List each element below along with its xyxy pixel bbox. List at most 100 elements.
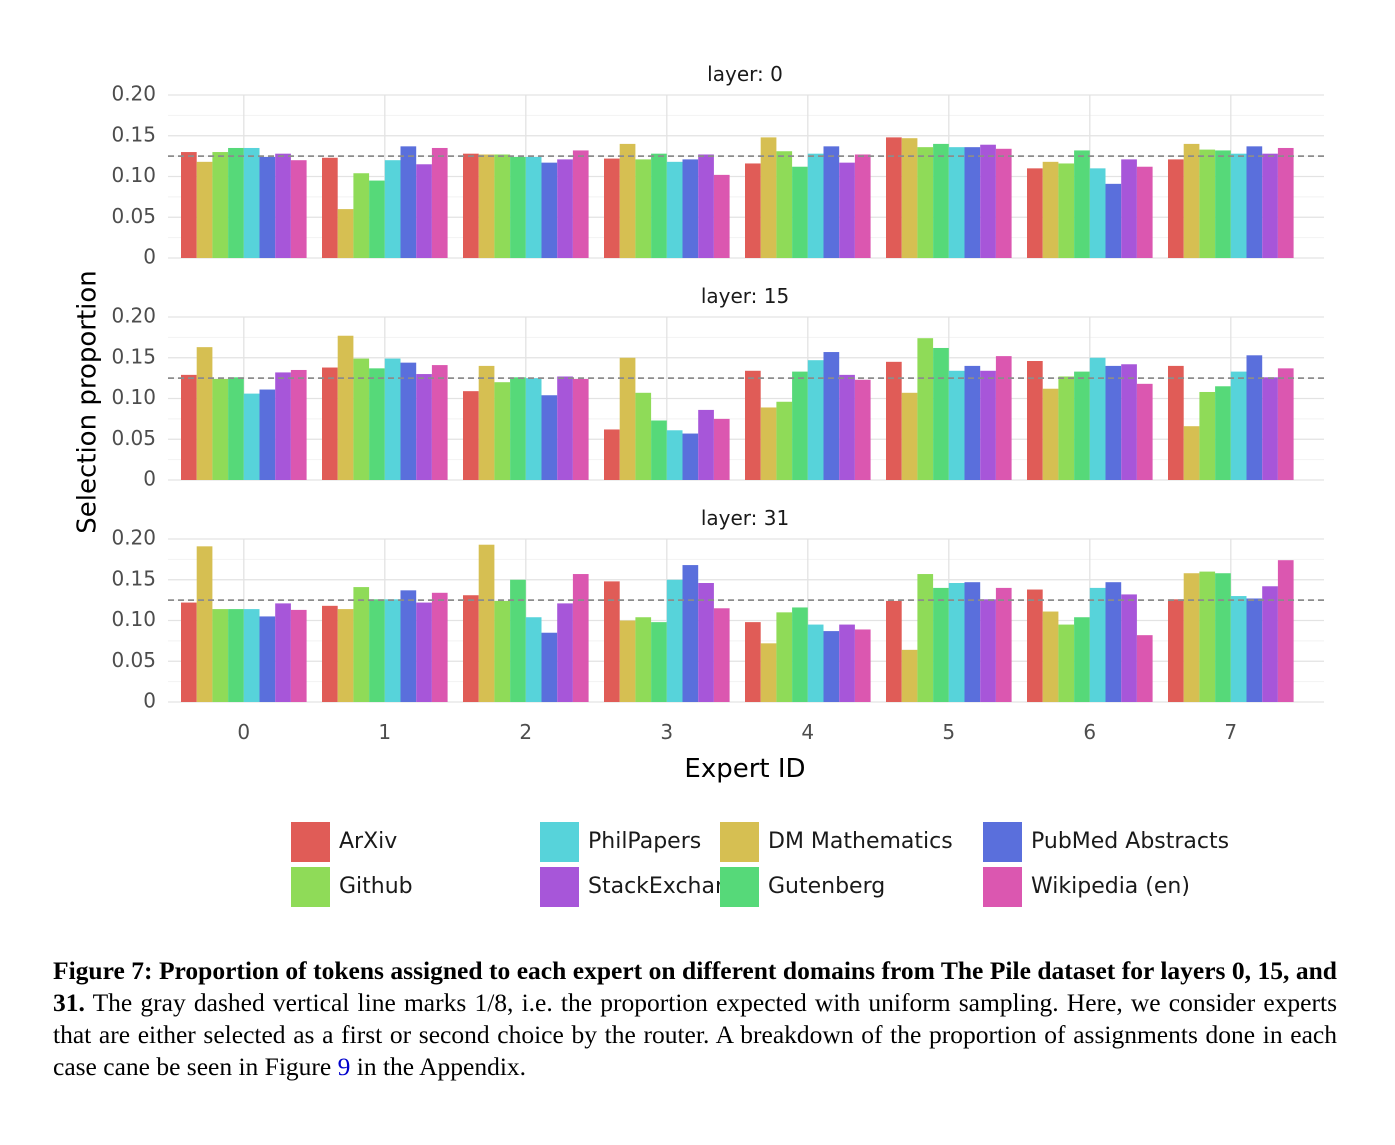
bar-wikipedia-en-expert-1 bbox=[431, 365, 448, 480]
bar-arxiv-expert-0 bbox=[181, 152, 197, 258]
panel-layer-0: 0 0.05 0.10 0.15 0.20 layer: 0 bbox=[111, 62, 1324, 269]
bar-gutenberg-expert-5 bbox=[933, 143, 949, 258]
caption-text-3: in the Appendix. bbox=[350, 1052, 527, 1081]
bar-gutenberg-expert-2 bbox=[510, 377, 526, 480]
legend-item: DM Mathematics bbox=[720, 822, 953, 862]
x-axis-ticks: 0 1 2 3 4 5 6 7 bbox=[237, 720, 1237, 744]
bar-gutenberg-expert-3 bbox=[651, 622, 667, 702]
bar-arxiv-expert-4 bbox=[745, 370, 761, 480]
legend-swatch bbox=[540, 822, 579, 862]
bar-pubmed-abstracts-expert-1 bbox=[400, 362, 417, 480]
bar-dm-mathematics-expert-7 bbox=[1183, 143, 1200, 258]
legend-label: ArXiv bbox=[339, 829, 397, 854]
bar-arxiv-expert-0 bbox=[181, 602, 197, 702]
bar-wikipedia-en-expert-4 bbox=[854, 154, 871, 258]
bar-dm-mathematics-expert-3 bbox=[619, 620, 636, 702]
bar-dm-mathematics-expert-6 bbox=[1042, 388, 1059, 480]
panel-title: layer: 31 bbox=[701, 506, 789, 530]
bar-pubmed-abstracts-expert-0 bbox=[259, 616, 276, 702]
figure-reference-link[interactable]: 9 bbox=[337, 1052, 351, 1081]
bar-gutenberg-expert-0 bbox=[228, 609, 244, 702]
bar-dm-mathematics-expert-1 bbox=[337, 609, 354, 702]
bar-wikipedia-en-expert-3 bbox=[713, 608, 730, 702]
legend-label: Wikipedia (en) bbox=[1031, 874, 1190, 899]
bar-philpapers-expert-3 bbox=[666, 161, 683, 258]
bar-stackexchange-expert-5 bbox=[980, 144, 996, 258]
y-tick-label: 0.20 bbox=[111, 82, 156, 106]
y-tick-label: 0.20 bbox=[111, 526, 156, 550]
x-tick-label: 0 bbox=[237, 720, 250, 744]
bar-arxiv-expert-2 bbox=[463, 391, 479, 480]
bar-stackexchange-expert-6 bbox=[1121, 364, 1137, 480]
legend-label: PhilPapers bbox=[588, 829, 701, 854]
bar-wikipedia-en-expert-4 bbox=[854, 629, 871, 702]
bar-stackexchange-expert-0 bbox=[275, 372, 291, 480]
bar-stackexchange-expert-6 bbox=[1121, 594, 1137, 702]
bar-stackexchange-expert-7 bbox=[1262, 377, 1278, 480]
bar-wikipedia-en-expert-5 bbox=[995, 587, 1012, 702]
bar-stackexchange-expert-3 bbox=[698, 583, 714, 702]
x-tick-label: 6 bbox=[1083, 720, 1096, 744]
bar-stackexchange-expert-2 bbox=[557, 159, 573, 258]
bar-github-expert-3 bbox=[635, 159, 652, 258]
bar-pubmed-abstracts-expert-6 bbox=[1105, 183, 1122, 258]
bar-pubmed-abstracts-expert-2 bbox=[541, 632, 558, 702]
bar-arxiv-expert-6 bbox=[1027, 361, 1043, 480]
bar-philpapers-expert-1 bbox=[384, 358, 401, 480]
bar-wikipedia-en-expert-0 bbox=[290, 369, 307, 480]
bar-arxiv-expert-3 bbox=[604, 158, 620, 258]
caption-math: 1/8 bbox=[474, 988, 508, 1017]
bar-stackexchange-expert-4 bbox=[839, 162, 855, 258]
bar-github-expert-3 bbox=[635, 617, 652, 702]
bar-philpapers-expert-0 bbox=[243, 147, 260, 258]
bar-wikipedia-en-expert-5 bbox=[995, 148, 1012, 258]
bar-philpapers-expert-4 bbox=[807, 624, 824, 702]
bar-arxiv-expert-1 bbox=[322, 605, 338, 702]
bar-dm-mathematics-expert-2 bbox=[478, 365, 495, 480]
bar-stackexchange-expert-5 bbox=[980, 599, 996, 702]
bar-dm-mathematics-expert-7 bbox=[1183, 573, 1200, 702]
bar-pubmed-abstracts-expert-4 bbox=[823, 352, 840, 480]
bar-dm-mathematics-expert-5 bbox=[901, 649, 918, 702]
bar-pubmed-abstracts-expert-0 bbox=[259, 156, 276, 258]
bar-philpapers-expert-7 bbox=[1230, 153, 1247, 258]
bar-github-expert-2 bbox=[494, 600, 511, 702]
bar-philpapers-expert-7 bbox=[1230, 371, 1247, 480]
bar-gutenberg-expert-4 bbox=[792, 166, 808, 258]
bar-github-expert-0 bbox=[212, 609, 229, 702]
caption-label: Figure 7: Proportion of tokens assigned … bbox=[53, 956, 1337, 1017]
bar-dm-mathematics-expert-2 bbox=[478, 154, 495, 258]
bar-philpapers-expert-3 bbox=[666, 579, 683, 702]
caption-text-2: , i.e. the proportion expected with unif… bbox=[53, 988, 1337, 1081]
bar-github-expert-4 bbox=[776, 151, 793, 258]
bar-dm-mathematics-expert-3 bbox=[619, 143, 636, 258]
bar-philpapers-expert-4 bbox=[807, 153, 824, 258]
bar-gutenberg-expert-1 bbox=[369, 180, 385, 258]
bar-pubmed-abstracts-expert-4 bbox=[823, 146, 840, 258]
bar-stackexchange-expert-4 bbox=[839, 374, 855, 480]
y-tick-label: 0.20 bbox=[111, 304, 156, 328]
bar-pubmed-abstracts-expert-3 bbox=[682, 433, 699, 480]
bar-pubmed-abstracts-expert-3 bbox=[682, 159, 699, 258]
bar-github-expert-5 bbox=[917, 338, 934, 480]
bar-stackexchange-expert-1 bbox=[416, 602, 432, 702]
bar-gutenberg-expert-0 bbox=[228, 377, 244, 480]
bar-gutenberg-expert-2 bbox=[510, 156, 526, 258]
bar-arxiv-expert-5 bbox=[886, 137, 902, 258]
bar-github-expert-5 bbox=[917, 147, 934, 258]
bar-dm-mathematics-expert-5 bbox=[901, 392, 918, 480]
bar-stackexchange-expert-6 bbox=[1121, 159, 1137, 258]
bar-dm-mathematics-expert-7 bbox=[1183, 426, 1200, 480]
bar-github-expert-7 bbox=[1199, 571, 1216, 702]
y-tick-label: 0 bbox=[143, 689, 156, 713]
y-tick-label: 0.15 bbox=[111, 566, 156, 590]
bar-wikipedia-en-expert-2 bbox=[572, 150, 589, 258]
bar-stackexchange-expert-2 bbox=[557, 376, 573, 480]
bar-philpapers-expert-7 bbox=[1230, 596, 1247, 702]
bar-arxiv-expert-3 bbox=[604, 429, 620, 480]
bar-wikipedia-en-expert-0 bbox=[290, 160, 307, 258]
bar-pubmed-abstracts-expert-6 bbox=[1105, 365, 1122, 480]
bar-philpapers-expert-2 bbox=[525, 378, 542, 480]
bar-stackexchange-expert-4 bbox=[839, 624, 855, 702]
legend-swatch bbox=[291, 822, 330, 862]
